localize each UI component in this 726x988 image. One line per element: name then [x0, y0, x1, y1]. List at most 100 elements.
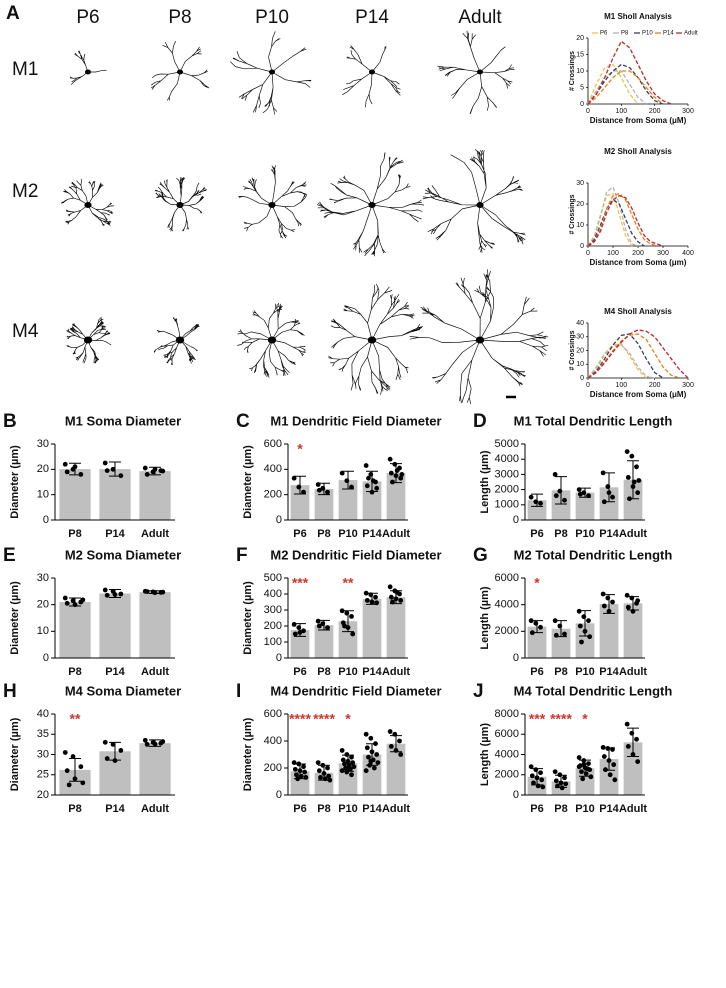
data-point: [394, 590, 400, 595]
y-tick-label: 0: [580, 243, 584, 250]
y-tick-label: 1000: [495, 499, 519, 511]
y-tick-label: 300: [264, 604, 282, 616]
data-point: [296, 625, 302, 630]
data-point: [368, 472, 374, 477]
bar: [59, 469, 91, 520]
x-tick-label: 300: [682, 382, 694, 389]
data-point: [398, 475, 404, 481]
x-tick-label: 100: [607, 250, 619, 257]
x-tick-label: P8: [554, 666, 567, 678]
significance: ****: [313, 711, 335, 727]
y-axis-label: Diameter (µm): [242, 445, 254, 519]
data-point: [553, 632, 559, 638]
data-point: [350, 760, 356, 765]
x-axis-label: Distance from Soma (μm): [590, 258, 687, 267]
y-tick-label: 200: [264, 489, 282, 501]
y-tick-label: 6000: [495, 728, 519, 740]
data-point: [581, 758, 587, 763]
neuron-soma: [475, 336, 485, 344]
data-point: [388, 594, 394, 600]
data-point: [394, 468, 400, 473]
sholl-line: [587, 63, 639, 105]
bar: [623, 742, 643, 795]
data-point: [80, 780, 86, 786]
neuron-tracings: [61, 30, 549, 405]
data-point: [387, 584, 393, 590]
y-tick-label: 600: [264, 708, 282, 720]
x-tick-label: 0: [586, 250, 590, 257]
neuron-soma: [476, 202, 484, 208]
data-point: [584, 766, 590, 772]
data-point: [62, 750, 68, 755]
data-point: [351, 764, 357, 770]
significance: ***: [292, 575, 309, 591]
legend-label: Adult: [684, 31, 698, 37]
data-point: [349, 484, 354, 490]
x-tick-label: Adult: [141, 666, 169, 678]
data-point: [118, 748, 124, 753]
data-point: [553, 493, 559, 499]
data-point: [112, 592, 118, 597]
data-point: [298, 773, 304, 779]
y-tick-label: 30: [37, 438, 49, 450]
x-tick-label: P8: [68, 666, 81, 678]
data-point: [316, 623, 322, 629]
data-point: [636, 478, 642, 483]
y-tick-label: 10: [576, 68, 584, 75]
data-point: [301, 489, 306, 495]
data-point: [630, 608, 636, 614]
data-point: [624, 592, 630, 598]
type-label: M4: [12, 321, 39, 342]
data-point: [606, 608, 612, 614]
data-point: [601, 499, 607, 505]
data-point: [70, 754, 76, 759]
y-tick-label: 400: [264, 588, 282, 600]
y-tick-label: 20: [576, 347, 584, 354]
data-point: [562, 775, 567, 781]
data-point: [344, 769, 350, 775]
data-point: [634, 464, 639, 470]
x-tick-label: 200: [649, 108, 661, 115]
data-point: [528, 494, 534, 500]
chart-title: M2 Total Dendritic Length: [514, 547, 673, 562]
data-point: [610, 599, 615, 605]
x-tick-label: 0: [586, 382, 590, 389]
chart-title: M2 Soma Diameter: [65, 547, 181, 562]
panel-label: G: [473, 545, 488, 566]
data-point: [72, 464, 78, 470]
data-point: [557, 623, 563, 629]
y-tick-label: 0: [276, 789, 282, 801]
sholl-line: [587, 333, 680, 379]
sholl-line: [587, 192, 658, 247]
significance: ****: [289, 711, 311, 727]
x-tick-label: 0: [586, 108, 590, 115]
data-point: [610, 494, 615, 500]
data-point: [587, 634, 593, 640]
x-tick-label: P6: [530, 528, 543, 540]
data-point: [393, 596, 399, 602]
data-point: [374, 600, 380, 606]
data-point: [399, 472, 405, 477]
bar: [362, 598, 382, 658]
sholl-line: [587, 186, 639, 247]
data-point: [610, 747, 615, 752]
x-tick-label: P10: [338, 803, 358, 815]
data-point: [562, 497, 567, 503]
data-point: [611, 762, 617, 768]
y-axis-label: Length (µm): [479, 586, 491, 649]
data-point: [144, 472, 150, 477]
bar: [99, 593, 131, 658]
data-point: [339, 748, 345, 753]
y-tick-label: 0: [276, 514, 282, 526]
x-tick-label: P8: [317, 666, 330, 678]
y-tick-label: 10: [37, 489, 49, 501]
legend-label: P6: [600, 31, 608, 37]
y-tick-label: 200: [264, 620, 282, 632]
y-tick-label: 400: [264, 735, 282, 747]
neuron-dendrites: [61, 178, 114, 226]
x-tick-label: P6: [293, 666, 306, 678]
bar: [623, 603, 643, 658]
bar: [599, 604, 619, 658]
sholl-line: [587, 192, 633, 247]
